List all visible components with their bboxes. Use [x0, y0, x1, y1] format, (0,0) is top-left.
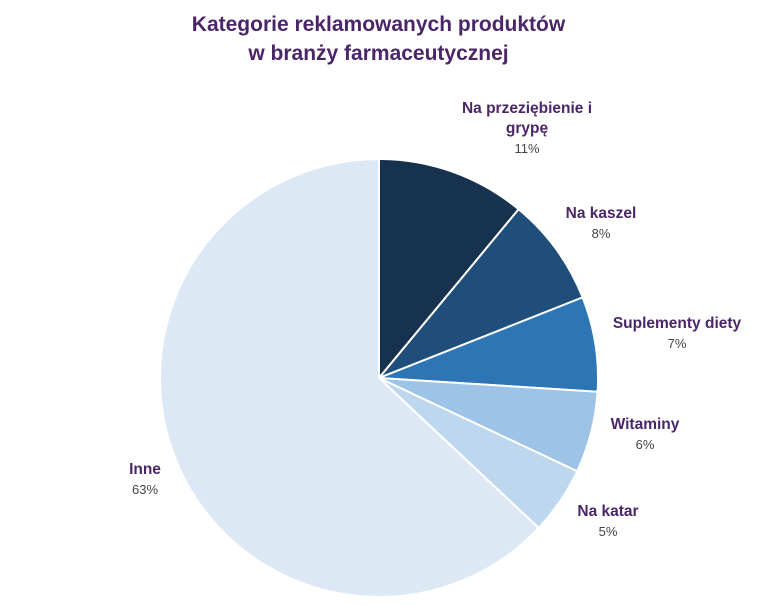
chart-title: Kategorie reklamowanych produktów w bran… — [0, 10, 757, 68]
slice-percent-0: 11% — [514, 141, 540, 156]
slice-name-4-0: Na katar — [577, 503, 639, 520]
slice-percent-4: 5% — [598, 524, 618, 539]
slice-label-5: Inne 63% — [129, 460, 161, 499]
pie-slice-0 — [378, 157, 521, 381]
chart-title-line-2: w branży farmaceutycznej — [248, 42, 509, 65]
slice-name-3-0: Witaminy — [610, 416, 680, 433]
slice-label-3: Witaminy 6% — [611, 415, 680, 454]
chart-title-line-1: Kategorie reklamowanych produktów — [191, 13, 566, 36]
slice-percent-5: 63% — [131, 482, 159, 497]
slice-label-4: Na katar 5% — [577, 502, 638, 541]
slice-name-1-0: Na kaszel — [565, 205, 637, 222]
pie-slice-5 — [159, 157, 541, 598]
pie-slices — [159, 157, 599, 598]
slice-percent-3: 6% — [635, 437, 655, 452]
slice-name-0-0: Na przeziębienie i — [461, 100, 593, 117]
slice-name-2-0: Suplementy diety — [612, 315, 742, 332]
slice-label-0: Na przeziębienie i grypę 11% — [462, 99, 592, 158]
slice-percent-2: 7% — [667, 336, 687, 351]
slice-label-2: Suplementy diety 7% — [613, 314, 741, 353]
pie-slice-1 — [378, 207, 584, 379]
slice-name-5-0: Inne — [129, 461, 161, 478]
slice-name-0-1: grypę — [505, 120, 549, 137]
slice-label-1: Na kaszel 8% — [566, 204, 637, 243]
slice-percent-1: 8% — [591, 226, 611, 241]
